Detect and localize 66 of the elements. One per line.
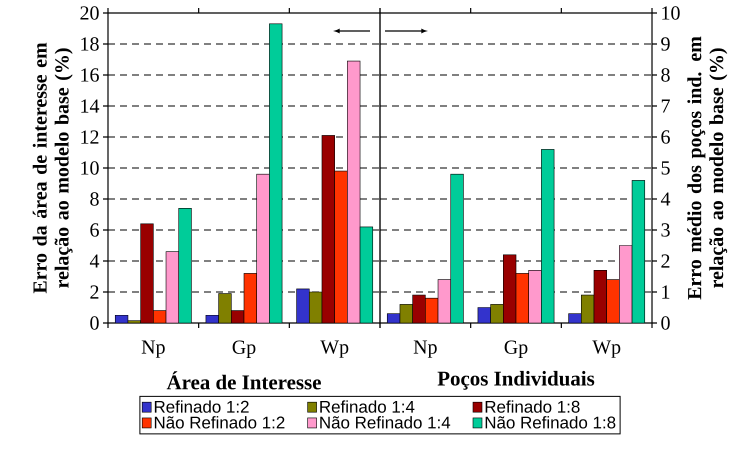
bar: [322, 135, 335, 323]
x-axis-title: Poços Individuais: [438, 370, 594, 390]
bar: [580, 294, 594, 323]
bar: [412, 295, 426, 323]
y2-tick-label: 8: [661, 68, 670, 82]
legend-label: Refinado 1:8: [486, 400, 580, 413]
y2-tick-label: 3: [661, 223, 670, 237]
bar: [541, 149, 554, 323]
y2-tick-label: 2: [661, 254, 670, 268]
bar: [166, 252, 179, 323]
bar: [594, 270, 607, 323]
bar: [334, 170, 348, 323]
x-tick-label: Gp: [232, 340, 256, 358]
y2-axis-title: Erro médio dos poços ind. em relação ao modelo base (%): [687, 36, 728, 300]
bar: [516, 273, 529, 323]
y2-tick-label: 9: [661, 37, 670, 51]
y-tick-label: 2: [90, 285, 98, 299]
bar: [178, 208, 192, 323]
y-tick-label: 10: [81, 161, 99, 175]
legend-label: Não Refinado 1:8: [486, 416, 616, 429]
bar: [528, 270, 542, 323]
legend-label: Não Refinado 1:2: [154, 416, 284, 429]
y2-tick-label: 5: [662, 161, 670, 175]
bar: [503, 254, 516, 323]
y-tick-label: 8: [90, 192, 99, 206]
y2-tick-label: 6: [661, 130, 670, 144]
legend-label: Refinado 1:2: [154, 400, 249, 413]
y-tick-label: 16: [81, 68, 99, 82]
bar: [269, 24, 282, 323]
x-axis-title: Área de Interesse: [166, 371, 321, 390]
bar: [425, 298, 438, 323]
y-tick-label: 20: [80, 6, 99, 20]
bar: [347, 60, 360, 323]
bar: [606, 279, 620, 323]
bar: [438, 280, 451, 323]
legend-label: Não Refinado 1:4: [320, 416, 450, 429]
bar: [256, 174, 270, 323]
bar: [218, 293, 232, 323]
bar: [140, 224, 154, 323]
y-tick-label: 6: [90, 223, 99, 237]
bar: [360, 226, 374, 323]
bar: [632, 180, 646, 323]
bar: [244, 273, 257, 323]
x-tick-label: Gp: [504, 340, 528, 358]
bar: [296, 288, 310, 323]
y-tick-label: 4: [90, 254, 100, 268]
x-tick-label: Wp: [592, 340, 620, 358]
y2-tick-label: 1: [662, 285, 670, 299]
y-axis-title: Erro da área de interesse em relação ao modelo base (%): [32, 42, 73, 294]
bar: [450, 174, 464, 323]
y2-tick-label: 10: [662, 6, 680, 20]
x-tick-label: Wp: [320, 340, 348, 358]
y2-tick-label: 0: [661, 316, 670, 330]
bar: [400, 304, 413, 323]
x-tick-label: Np: [142, 340, 165, 358]
y-tick-label: 12: [81, 130, 98, 144]
bar: [490, 304, 504, 323]
y-tick-label: 14: [81, 99, 100, 113]
y-tick-label: 0: [90, 316, 99, 330]
y2-tick-label: 7: [662, 99, 670, 113]
x-tick-label: Np: [414, 340, 437, 358]
legend-label: Refinado 1:4: [320, 400, 414, 413]
y-tick-label: 18: [81, 37, 99, 51]
bar: [308, 292, 322, 323]
bar: [619, 245, 632, 323]
y2-tick-label: 4: [660, 192, 670, 206]
